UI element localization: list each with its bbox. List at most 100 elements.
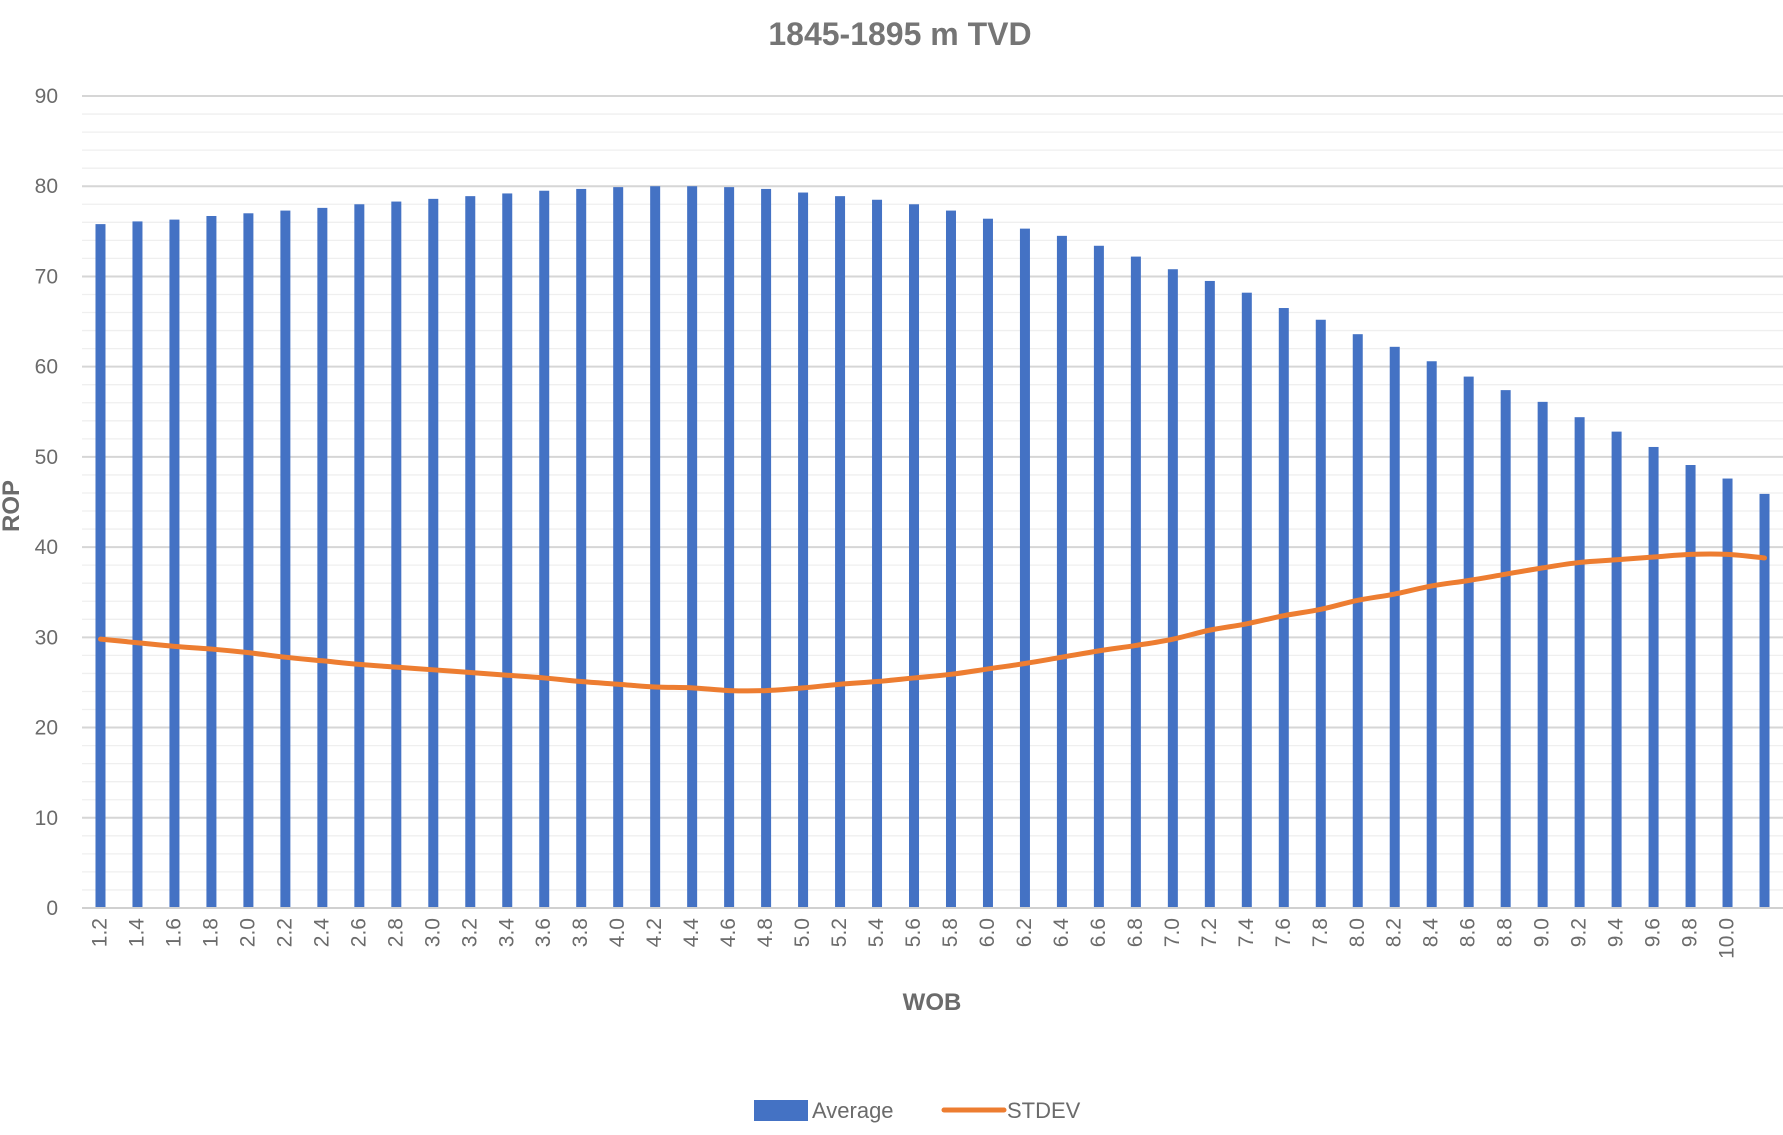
bar-average: [132, 221, 143, 909]
x-tick-label: 8.2: [1383, 918, 1406, 947]
bar-average: [650, 186, 661, 908]
x-tick-label: 9.2: [1568, 918, 1591, 947]
bar-average: [909, 204, 920, 908]
bar-average: [1722, 478, 1733, 908]
bar-average: [539, 190, 550, 908]
bar-average: [95, 224, 106, 909]
x-tick-label: 8.8: [1494, 918, 1517, 947]
legend-swatch-average: [754, 1100, 808, 1121]
bar-average: [945, 210, 956, 909]
x-tick-label: 4.8: [754, 918, 777, 947]
x-tick-label: 2.0: [236, 918, 259, 947]
bar-average: [835, 196, 846, 908]
bar-average: [1130, 256, 1141, 908]
bar-average: [280, 210, 291, 909]
x-tick-label: 5.6: [902, 918, 925, 947]
x-tick-label: 3.2: [458, 918, 481, 947]
bar-average: [1463, 376, 1474, 908]
bar-series-average: [95, 186, 1770, 909]
bar-average: [613, 187, 624, 908]
x-tick-label: 3.4: [495, 918, 518, 948]
x-tick-label: 6.8: [1124, 918, 1147, 947]
x-tick-label: 3.8: [569, 918, 592, 947]
bar-average: [206, 215, 217, 909]
bar-average: [872, 199, 883, 908]
x-tick-label: 4.6: [717, 918, 740, 947]
bar-average: [1611, 431, 1622, 908]
bar-average: [1241, 292, 1252, 908]
x-tick-label: 2.2: [273, 918, 296, 947]
y-tick-label: 20: [35, 717, 58, 740]
x-tick-label: 5.2: [828, 918, 851, 947]
x-tick-label: 3.0: [421, 918, 444, 947]
x-tick-label: 2.4: [310, 918, 333, 948]
bar-average: [243, 213, 254, 909]
x-tick-label: 5.8: [939, 918, 962, 947]
x-tick-label: 7.0: [1161, 918, 1184, 947]
x-tick-label: 7.2: [1198, 918, 1221, 947]
gridlines: [82, 95, 1783, 891]
bar-average: [1759, 493, 1770, 908]
bar-average: [1167, 269, 1178, 908]
legend: Average STDEV: [754, 1098, 1081, 1123]
bar-average: [1574, 417, 1585, 908]
x-tick-label: 3.6: [532, 918, 555, 947]
y-tick-label: 60: [35, 356, 58, 379]
x-tick-label: 5.4: [865, 918, 888, 948]
line-series-stdev: [97, 551, 1768, 694]
x-tick-label: 1.2: [88, 918, 111, 947]
bar-average: [1019, 228, 1030, 909]
x-tick-label: 4.0: [606, 918, 629, 947]
x-tick-label: 6.0: [976, 918, 999, 947]
bar-average: [1315, 319, 1326, 908]
bar-average: [1093, 245, 1104, 908]
x-tick-label: 9.4: [1605, 918, 1628, 948]
bar-average: [1426, 361, 1437, 909]
bar-average: [1685, 465, 1696, 908]
x-tick-label: 9.8: [1679, 918, 1702, 947]
bar-average: [465, 196, 476, 908]
bar-average: [502, 193, 513, 908]
bar-average: [1056, 235, 1067, 908]
x-tick-label: 7.4: [1235, 918, 1258, 948]
y-tick-label: 40: [35, 536, 58, 559]
bar-average: [1352, 334, 1363, 909]
x-tick-label: 1.8: [199, 918, 222, 947]
bar-average: [687, 186, 698, 908]
x-tick-label: 2.6: [347, 918, 370, 947]
chart-title: 1845-1895 m TVD: [768, 16, 1031, 52]
axes: 0 10 20 30 40 50 60 70 80 90 1.2 1.4 1.6 1.8 2.0 2.2 2.4…: [35, 85, 1783, 959]
x-tick-label: 10.0: [1716, 918, 1739, 959]
bar-average: [761, 188, 772, 908]
x-tick-label: 8.0: [1346, 918, 1369, 947]
x-tick-label: 6.2: [1013, 918, 1036, 947]
x-tick-label: 2.8: [384, 918, 407, 947]
bar-average: [169, 219, 180, 909]
bar-average: [354, 204, 365, 908]
x-tick-label: 8.6: [1457, 918, 1480, 947]
bar-average: [798, 192, 809, 908]
y-tick-label: 30: [35, 626, 58, 649]
x-tick-label: 7.6: [1272, 918, 1295, 947]
legend-item-average: Average: [754, 1098, 894, 1123]
bar-average: [428, 198, 439, 908]
bar-average: [317, 207, 328, 908]
x-tick-label: 8.4: [1420, 918, 1443, 948]
bar-average: [576, 188, 587, 908]
y-axis-title: ROP: [0, 480, 25, 532]
x-tick-label: 4.4: [680, 918, 703, 948]
x-tick-label: 1.4: [125, 918, 148, 948]
bar-average: [724, 187, 735, 908]
y-tick-label: 0: [46, 897, 58, 920]
x-tick-label: 7.8: [1309, 918, 1332, 947]
x-tick-label: 5.0: [791, 918, 814, 947]
x-tick-label: 6.4: [1050, 918, 1073, 948]
y-tick-label: 70: [35, 265, 58, 288]
bar-average: [1278, 308, 1289, 908]
bar-average: [1204, 280, 1215, 908]
x-tick-label: 9.6: [1642, 918, 1665, 947]
legend-label-stdev: STDEV: [1007, 1098, 1081, 1123]
y-tick-label: 90: [35, 85, 58, 108]
